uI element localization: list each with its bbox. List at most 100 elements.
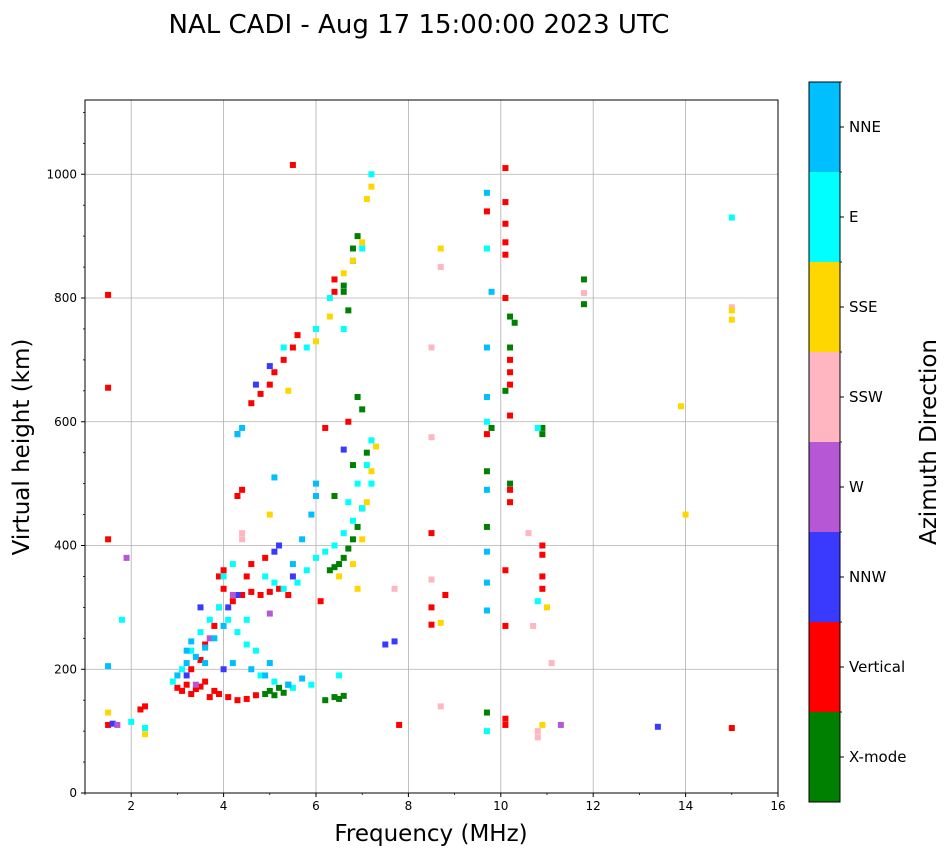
data-point	[354, 233, 361, 240]
data-point	[502, 239, 509, 246]
data-point	[502, 251, 509, 258]
data-point	[262, 554, 269, 561]
data-point	[303, 567, 310, 574]
data-point	[322, 548, 329, 555]
series-ssw	[239, 264, 735, 741]
x-tick-label: 12	[586, 799, 601, 813]
data-point	[682, 511, 689, 518]
data-point	[326, 295, 333, 301]
data-point	[345, 307, 352, 314]
data-point	[539, 551, 546, 558]
data-point	[368, 468, 375, 475]
data-point	[507, 381, 514, 388]
data-point	[728, 214, 735, 221]
data-point	[359, 245, 366, 252]
data-point	[539, 585, 546, 592]
data-point	[331, 288, 338, 295]
data-point	[539, 721, 546, 728]
data-point	[313, 554, 319, 561]
data-point	[534, 734, 541, 741]
data-point	[483, 486, 490, 493]
data-point	[197, 629, 204, 636]
data-point	[539, 431, 546, 438]
data-point	[243, 573, 250, 580]
data-point	[354, 394, 361, 400]
data-point	[234, 431, 241, 438]
data-point	[285, 681, 292, 688]
data-point	[488, 288, 495, 295]
data-point	[262, 691, 269, 697]
data-point	[340, 282, 347, 289]
data-point	[206, 616, 213, 623]
data-point	[428, 344, 435, 351]
data-point	[188, 666, 195, 673]
data-point	[363, 196, 370, 202]
data-point	[225, 604, 232, 611]
data-point	[391, 585, 398, 592]
series-nnw	[109, 363, 661, 730]
data-point	[202, 641, 209, 648]
data-point	[294, 332, 301, 339]
x-tick-label: 8	[405, 799, 413, 813]
data-point	[483, 728, 490, 735]
data-point	[483, 208, 490, 215]
data-point	[257, 592, 264, 598]
data-point	[502, 622, 509, 629]
data-point	[239, 486, 246, 493]
data-point	[188, 647, 195, 654]
data-point	[728, 307, 735, 314]
data-point	[428, 434, 435, 441]
data-point	[544, 604, 550, 611]
data-point	[105, 663, 112, 670]
data-point	[243, 616, 250, 623]
colorbar-tick-label: NNE	[849, 118, 881, 136]
y-axis-label: Virtual height (km)	[9, 339, 35, 556]
data-point	[331, 542, 338, 549]
data-point	[391, 638, 398, 645]
data-point	[340, 325, 347, 332]
data-point	[483, 418, 490, 425]
x-tick-label: 14	[678, 799, 693, 813]
data-point	[257, 672, 264, 679]
data-point	[382, 641, 389, 648]
data-point	[354, 523, 361, 530]
data-point	[192, 686, 199, 693]
data-point	[728, 316, 735, 323]
data-point	[118, 616, 125, 623]
data-point	[340, 530, 347, 537]
data-point	[276, 542, 283, 549]
data-point	[557, 721, 564, 728]
data-point	[313, 493, 319, 499]
data-point	[428, 530, 435, 537]
data-point	[437, 619, 444, 626]
data-point	[271, 579, 278, 586]
data-point	[289, 344, 296, 351]
colorbar-tick-label: W	[849, 478, 864, 496]
data-point	[349, 462, 356, 469]
data-point	[215, 691, 222, 697]
data-point	[192, 681, 199, 688]
data-point	[266, 363, 273, 370]
data-point	[266, 687, 273, 694]
data-point	[336, 573, 343, 580]
data-point	[336, 695, 343, 702]
data-point	[483, 548, 490, 555]
colorbar-segment	[809, 172, 840, 262]
data-point	[192, 653, 199, 660]
colorbar-segment	[809, 352, 840, 442]
data-point	[359, 239, 366, 246]
data-point	[271, 474, 278, 481]
data-point	[266, 381, 273, 388]
data-point	[483, 607, 490, 614]
data-point	[179, 666, 186, 673]
data-point	[507, 412, 514, 419]
data-point	[483, 468, 490, 475]
data-point	[534, 598, 541, 605]
data-point	[197, 604, 204, 611]
y-tick-label: 800	[54, 291, 77, 305]
data-point	[183, 660, 190, 667]
data-point	[317, 598, 324, 605]
data-point	[534, 728, 541, 735]
data-point	[215, 604, 222, 611]
data-point	[359, 505, 366, 512]
